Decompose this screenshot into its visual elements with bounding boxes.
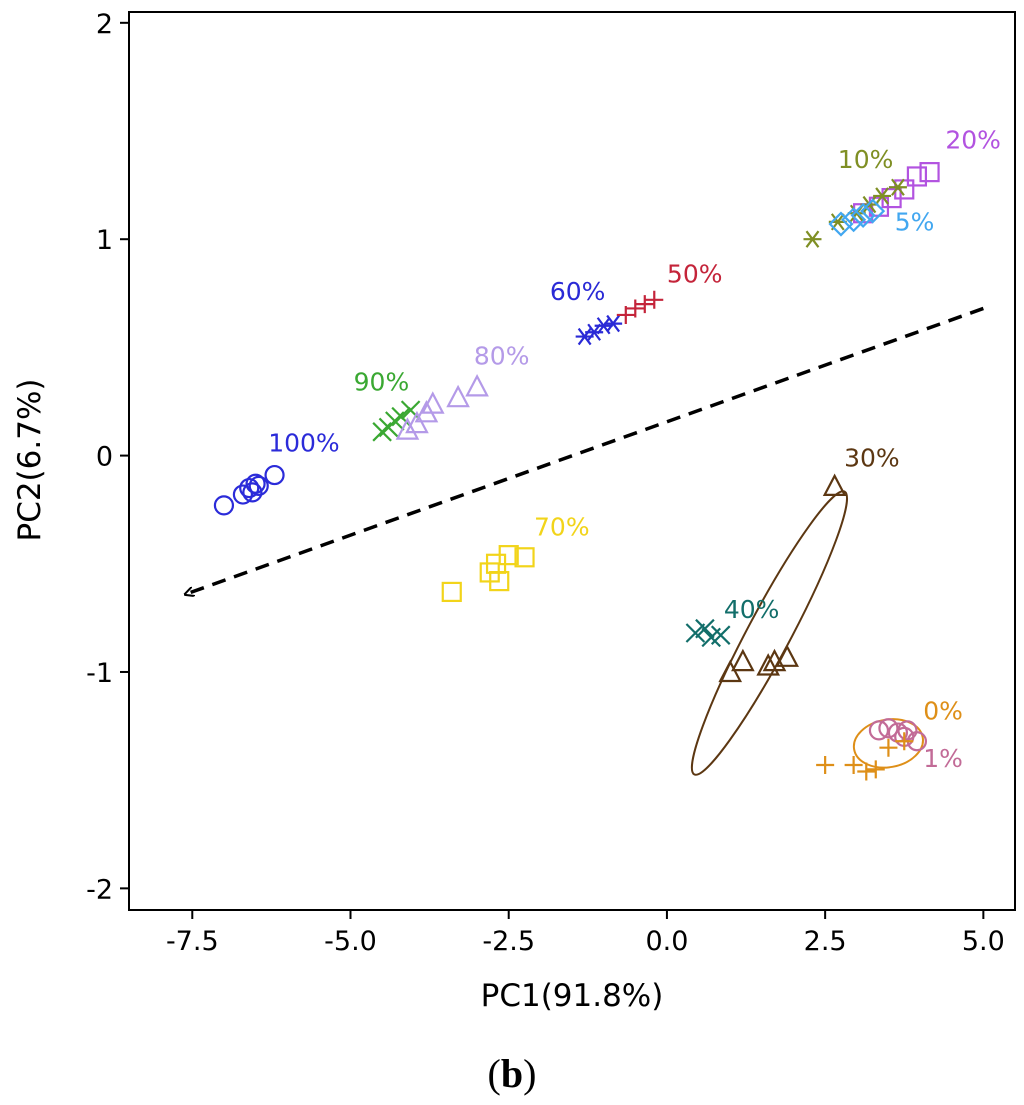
point-50pct	[626, 299, 645, 318]
point-10pct	[803, 230, 822, 248]
point-80pct	[395, 417, 420, 440]
point-50pct	[616, 305, 635, 324]
point-40pct	[685, 623, 706, 643]
point-0pct	[816, 756, 835, 775]
label-30pct: 30%	[844, 443, 900, 472]
point-30pct	[775, 644, 799, 667]
point-80pct	[465, 373, 489, 397]
label-0pct: 0%	[923, 697, 963, 726]
point-50pct	[635, 295, 654, 314]
y-tick-label: 2	[96, 9, 113, 40]
point-5pct	[828, 211, 854, 237]
label-40pct: 40%	[724, 595, 780, 624]
point-70pct	[498, 545, 519, 566]
point-100pct	[239, 477, 260, 499]
trend-arrow-layer	[186, 306, 984, 594]
point-10pct	[888, 178, 907, 196]
label-5pct: 5%	[895, 208, 935, 237]
point-0pct	[857, 762, 876, 781]
point-0pct	[879, 738, 898, 757]
x-tick-label: -5.0	[324, 926, 377, 957]
panel-label-open: (	[487, 1051, 501, 1096]
panel-label-letter: b	[500, 1051, 524, 1096]
group-labels: 100% 90% 80% 70% 60% 50% 40% 30% 20% 10% 5% 1% 0%	[268, 125, 1001, 773]
point-50pct	[645, 290, 664, 309]
label-60pct: 60%	[550, 277, 606, 306]
point-1pct	[868, 720, 890, 741]
point-5pct	[850, 202, 876, 228]
point-100pct	[264, 464, 285, 486]
point-5pct	[860, 198, 886, 224]
point-100pct	[248, 475, 269, 496]
point-90pct	[385, 411, 405, 431]
point-90pct	[372, 422, 392, 442]
point-5pct	[841, 207, 867, 233]
point-60pct	[585, 323, 604, 341]
label-80pct: 80%	[474, 342, 530, 371]
point-100pct	[245, 473, 266, 494]
label-20pct: 20%	[945, 125, 1001, 154]
label-70pct: 70%	[534, 513, 590, 542]
y-tick-label: -1	[86, 658, 113, 689]
point-10pct	[873, 187, 892, 205]
point-0pct	[866, 760, 885, 779]
point-0pct	[844, 756, 863, 775]
y-tick-label: 0	[96, 442, 113, 473]
axis-layer: -7.5 -5.0 -2.5 0.0 2.5 5.0 -2 -1 0 1 2	[86, 9, 1005, 957]
data-points	[213, 162, 940, 781]
chart-canvas: -7.5 -5.0 -2.5 0.0 2.5 5.0 -2 -1 0 1 2 100% 90% 80% 7…	[12, 9, 1016, 1014]
point-70pct	[441, 581, 462, 603]
trend-arrow	[186, 306, 984, 594]
point-0pct	[895, 732, 914, 751]
point-40pct	[710, 625, 731, 645]
label-1pct: 1%	[923, 744, 963, 773]
point-100pct	[242, 482, 263, 503]
point-30pct	[822, 473, 847, 496]
point-80pct	[446, 384, 470, 408]
point-90pct	[400, 400, 421, 420]
point-80pct	[405, 410, 429, 434]
x-tick-label: 5.0	[962, 926, 1005, 957]
y-axis-title: PC2(6.7%)	[12, 378, 48, 541]
point-40pct	[695, 618, 715, 639]
point-1pct	[878, 718, 899, 739]
label-10pct: 10%	[838, 145, 894, 174]
point-30pct	[731, 648, 755, 672]
panel-label-close: )	[523, 1051, 537, 1096]
point-20pct	[919, 162, 940, 183]
panel-label: (b)	[0, 1050, 1024, 1097]
point-30pct	[756, 653, 781, 676]
x-tick-label: 2.5	[804, 926, 847, 957]
label-100pct: 100%	[268, 428, 339, 457]
point-100pct	[232, 484, 254, 505]
point-100pct	[213, 495, 235, 516]
point-80pct	[420, 391, 445, 414]
point-70pct	[514, 547, 535, 568]
x-tick-label: -2.5	[482, 926, 535, 957]
y-tick-label: -2	[86, 874, 113, 905]
plot-frame	[128, 11, 1016, 911]
ellipse-30pct	[690, 490, 848, 776]
y-tick-label: 1	[96, 225, 113, 256]
label-50pct: 50%	[667, 259, 723, 288]
x-tick-label: 0.0	[645, 926, 688, 957]
point-20pct	[906, 166, 928, 187]
x-axis-title: PC1(91.8%)	[481, 978, 664, 1014]
point-30pct	[718, 659, 743, 683]
label-90pct: 90%	[354, 368, 410, 397]
x-tick-label: -7.5	[166, 926, 219, 957]
point-70pct	[489, 570, 510, 592]
point-60pct	[604, 314, 623, 333]
point-90pct	[391, 406, 411, 427]
